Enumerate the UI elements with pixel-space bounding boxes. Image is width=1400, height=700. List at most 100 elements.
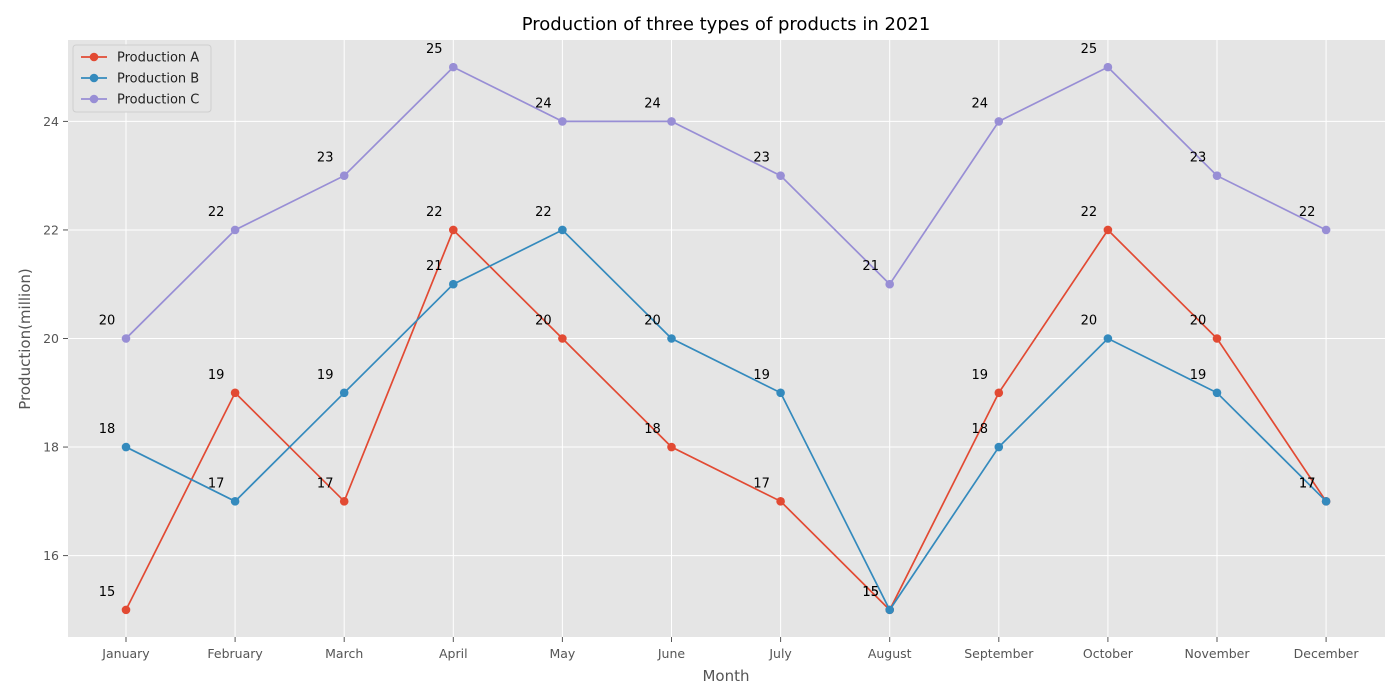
x-tick-label: July [768, 646, 792, 661]
data-label: 18 [972, 422, 989, 437]
data-label: 15 [99, 585, 116, 600]
chart-title: Production of three types of products in… [522, 14, 931, 35]
data-label: 25 [1081, 42, 1098, 57]
x-tick-label: April [439, 646, 468, 661]
data-label: 24 [644, 96, 661, 111]
series-line-1 [125, 228, 1327, 612]
data-label: 17 [208, 476, 225, 491]
data-label: 17 [317, 476, 334, 491]
x-tick-label: August [868, 646, 912, 661]
data-label: 19 [753, 368, 770, 383]
data-label: 15 [862, 585, 879, 600]
data-point [1103, 225, 1113, 235]
data-label: 20 [644, 314, 661, 329]
series-line-3 [125, 66, 1327, 340]
data-label: 22 [1299, 205, 1316, 220]
data-point [1212, 334, 1222, 343]
x-tick-label: May [549, 646, 575, 661]
data-labels: 1519172220181715192220171817192122201915… [99, 42, 1316, 600]
legend-marker [89, 73, 99, 83]
data-label: 15 [862, 585, 879, 600]
data-point [1212, 388, 1222, 398]
data-label: 23 [317, 151, 334, 166]
legend-box [72, 44, 212, 113]
data-label: 20 [99, 314, 116, 329]
legend-marker [89, 52, 99, 62]
data-label: 18 [99, 422, 116, 437]
data-point [449, 62, 458, 72]
data-point [667, 442, 676, 452]
data-label: 20 [1081, 314, 1098, 329]
data-label: 23 [1190, 151, 1207, 166]
series-lines [121, 62, 1331, 615]
data-label: 22 [208, 205, 225, 220]
data-label: 22 [1081, 205, 1098, 220]
y-axis-label: Production(million) [16, 268, 34, 409]
data-point [558, 117, 567, 126]
x-tick-label: November [1184, 646, 1250, 661]
data-point [449, 225, 458, 235]
data-point [667, 117, 676, 126]
data-label: 19 [317, 368, 334, 383]
x-tick-label: January [101, 646, 150, 661]
data-point [776, 171, 785, 180]
legend-entry: Production C [117, 93, 199, 108]
data-point [230, 225, 240, 235]
data-label: 20 [1190, 314, 1207, 329]
data-point [994, 388, 1004, 398]
x-tick-label: February [207, 646, 263, 661]
data-label: 19 [1190, 368, 1207, 383]
data-point [1103, 62, 1113, 72]
data-point [121, 605, 131, 615]
data-point [776, 497, 785, 506]
data-label: 19 [208, 368, 225, 383]
data-point [994, 117, 1004, 126]
x-tick-label: March [325, 646, 363, 661]
data-label: 17 [753, 476, 770, 491]
legend-entry: Production A [117, 51, 199, 66]
data-label: 22 [535, 205, 552, 220]
y-axis-ticks: 16 18 20 22 24 [43, 114, 68, 563]
x-tick-label: June [657, 646, 686, 661]
x-tick-label: September [964, 646, 1034, 661]
legend: Production A Production B Production C [72, 44, 212, 113]
data-label: 23 [753, 151, 770, 166]
y-tick-label: 18 [43, 440, 59, 455]
data-point [558, 334, 567, 343]
x-tick-label: December [1294, 646, 1360, 661]
data-label: 24 [535, 96, 552, 111]
series-line-2 [125, 228, 1327, 612]
data-point [885, 279, 894, 289]
data-label: 21 [862, 259, 879, 274]
data-point [667, 334, 676, 343]
x-tick-label: October [1083, 646, 1134, 661]
data-point [230, 388, 240, 398]
data-point [885, 605, 894, 615]
data-point [1321, 497, 1331, 506]
data-point [1212, 171, 1222, 180]
data-point [121, 442, 131, 452]
data-label: 17 [1299, 476, 1316, 491]
data-label: 18 [644, 422, 661, 437]
x-axis-ticks: January February March April May June July Augu… [101, 637, 1359, 661]
x-axis-label: Month [702, 667, 749, 685]
y-tick-label: 24 [43, 114, 59, 129]
y-tick-label: 22 [43, 222, 59, 237]
data-point [339, 497, 349, 506]
data-label: 17 [1299, 476, 1316, 491]
data-label: 22 [426, 205, 443, 220]
data-point [1103, 334, 1113, 343]
data-point [121, 334, 131, 343]
y-tick-label: 20 [43, 331, 59, 346]
data-point [776, 388, 785, 398]
data-label: 21 [426, 259, 443, 274]
data-point [558, 225, 567, 235]
data-label: 24 [972, 96, 989, 111]
data-label: 19 [972, 368, 989, 383]
data-label: 20 [535, 314, 552, 329]
data-point [994, 442, 1004, 452]
data-label: 25 [426, 42, 443, 57]
data-point [449, 279, 458, 289]
data-point [1321, 225, 1331, 235]
